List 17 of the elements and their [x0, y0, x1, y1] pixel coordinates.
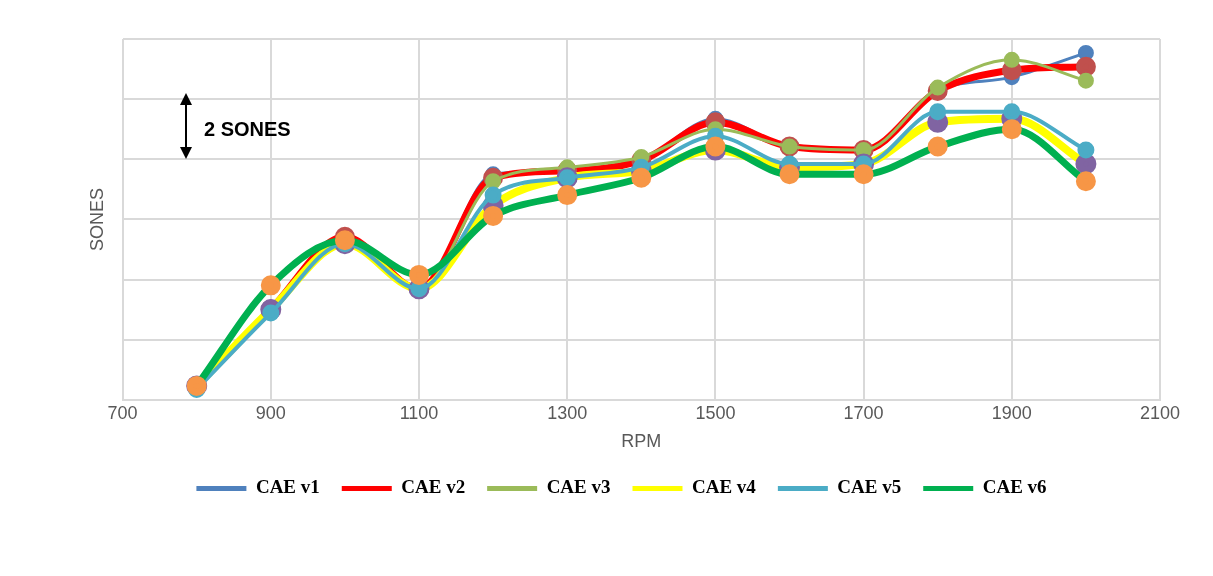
- annotation: 2 SONES: [204, 118, 291, 141]
- legend-label: CAE v1: [255, 476, 320, 498]
- legend-label: CAE v4: [692, 476, 757, 498]
- x-tick-label: 2100: [1139, 402, 1181, 423]
- x-tick-label: 700: [107, 402, 138, 423]
- x-tick-label: 1300: [547, 402, 588, 423]
- x-tick-label: 1700: [843, 402, 884, 423]
- x-tick-label: 1500: [695, 402, 736, 423]
- x-tick-label: 900: [255, 402, 286, 423]
- legend-label: CAE v2: [401, 476, 466, 498]
- x-axis-title: RPM: [621, 431, 662, 452]
- y-axis-title: SONES: [86, 187, 107, 251]
- legend-label: CAE v5: [837, 476, 902, 498]
- legend-label: CAE v3: [546, 476, 611, 498]
- x-tick-label: 1100: [399, 402, 439, 423]
- x-tick-label: 1900: [991, 402, 1032, 423]
- legend-label: CAE v6: [982, 476, 1047, 498]
